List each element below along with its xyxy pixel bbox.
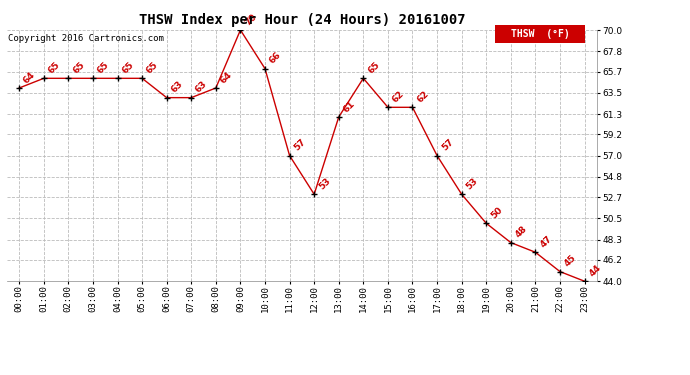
Text: 64: 64 — [22, 70, 37, 85]
Text: 57: 57 — [293, 138, 308, 153]
Text: 50: 50 — [489, 206, 504, 220]
Text: 65: 65 — [145, 60, 160, 75]
Text: 70: 70 — [243, 12, 258, 27]
Text: 57: 57 — [440, 138, 455, 153]
Text: 53: 53 — [317, 176, 332, 192]
Title: THSW Index per Hour (24 Hours) 20161007: THSW Index per Hour (24 Hours) 20161007 — [139, 13, 465, 27]
Text: 65: 65 — [71, 60, 86, 75]
Text: Copyright 2016 Cartronics.com: Copyright 2016 Cartronics.com — [8, 34, 164, 43]
Text: 62: 62 — [415, 89, 431, 105]
Text: 65: 65 — [120, 60, 135, 75]
Text: 63: 63 — [170, 80, 185, 95]
Text: 45: 45 — [563, 254, 578, 269]
Text: 44: 44 — [587, 263, 603, 279]
Text: 48: 48 — [513, 225, 529, 240]
Text: 65: 65 — [96, 60, 111, 75]
Text: 61: 61 — [342, 99, 357, 114]
Text: 65: 65 — [46, 60, 61, 75]
Text: 47: 47 — [538, 234, 553, 249]
Text: 66: 66 — [268, 51, 283, 66]
Text: 64: 64 — [219, 70, 234, 85]
Text: THSW  (°F): THSW (°F) — [511, 29, 570, 39]
Text: 53: 53 — [464, 176, 480, 192]
Text: 65: 65 — [366, 60, 382, 75]
Text: 62: 62 — [391, 89, 406, 105]
Text: 63: 63 — [194, 80, 209, 95]
